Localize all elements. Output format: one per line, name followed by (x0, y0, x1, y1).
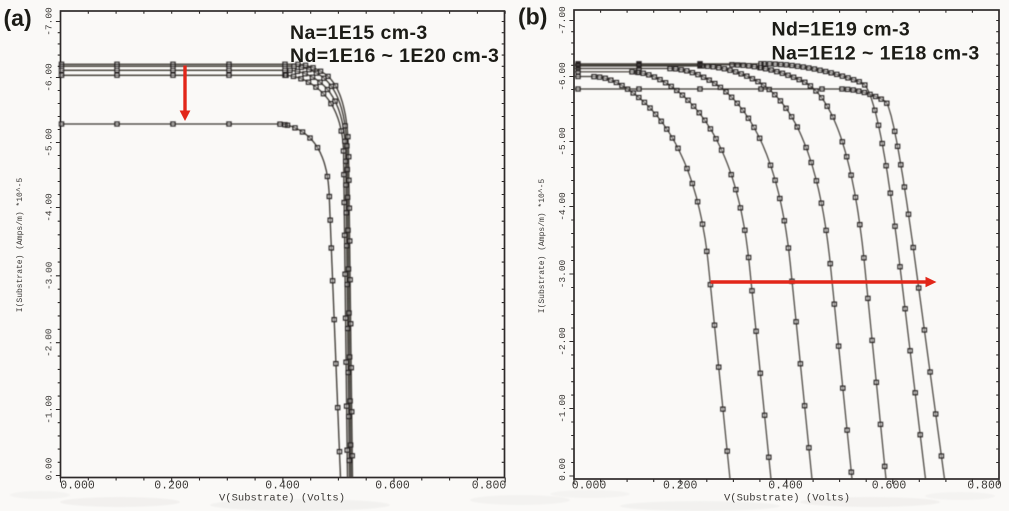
svg-text:0.200: 0.200 (154, 480, 189, 493)
svg-text:I(Substrate) (Amps/m) *10^-5: I(Substrate) (Amps/m) *10^-5 (538, 179, 547, 314)
svg-text:Nd=1E19 cm-3: Nd=1E19 cm-3 (772, 19, 911, 41)
svg-text:0.000: 0.000 (572, 480, 607, 493)
svg-text:0.800: 0.800 (967, 480, 1002, 493)
svg-text:-4.00: -4.00 (557, 192, 568, 221)
svg-text:0.400: 0.400 (768, 480, 803, 493)
svg-text:-1.00: -1.00 (557, 394, 568, 423)
svg-text:Nd=1E16 ~ 1E20 cm-3: Nd=1E16 ~ 1E20 cm-3 (290, 45, 499, 67)
svg-text:V(Substrate) (Volts): V(Substrate) (Volts) (219, 493, 345, 505)
svg-text:-3.00: -3.00 (557, 259, 568, 288)
svg-text:-7.00: -7.00 (44, 7, 55, 36)
svg-text:-5.00: -5.00 (557, 127, 568, 156)
svg-text:0.200: 0.200 (663, 480, 698, 493)
svg-text:V(Substrate) (Volts): V(Substrate) (Volts) (724, 493, 850, 505)
svg-text:0.600: 0.600 (872, 480, 907, 493)
svg-text:0.000: 0.000 (60, 480, 95, 493)
svg-text:-1.00: -1.00 (44, 395, 55, 424)
svg-text:-5.00: -5.00 (44, 128, 55, 157)
svg-text:-2.00: -2.00 (44, 328, 55, 357)
svg-text:-6.00: -6.00 (557, 62, 568, 91)
svg-text:-2.00: -2.00 (557, 327, 568, 356)
svg-text:Na=1E15 cm-3: Na=1E15 cm-3 (290, 22, 428, 44)
svg-text:(b): (b) (518, 4, 547, 30)
svg-text:-4.00: -4.00 (44, 193, 55, 222)
svg-text:-3.00: -3.00 (44, 261, 55, 290)
svg-text:0.600: 0.600 (375, 480, 410, 493)
svg-text:0.800: 0.800 (472, 480, 507, 493)
svg-text:0.400: 0.400 (265, 480, 300, 493)
svg-text:-6.00: -6.00 (44, 63, 55, 92)
svg-text:0.00: 0.00 (557, 458, 568, 481)
svg-text:I(Substrate) (Amps/m) *10^-5: I(Substrate) (Amps/m) *10^-5 (16, 178, 25, 313)
svg-text:Na=1E12 ~ 1E18 cm-3: Na=1E12 ~ 1E18 cm-3 (772, 43, 980, 65)
svg-text:(a): (a) (4, 5, 32, 31)
svg-text:0.00: 0.00 (44, 457, 55, 480)
svg-text:-7.00: -7.00 (557, 6, 568, 35)
